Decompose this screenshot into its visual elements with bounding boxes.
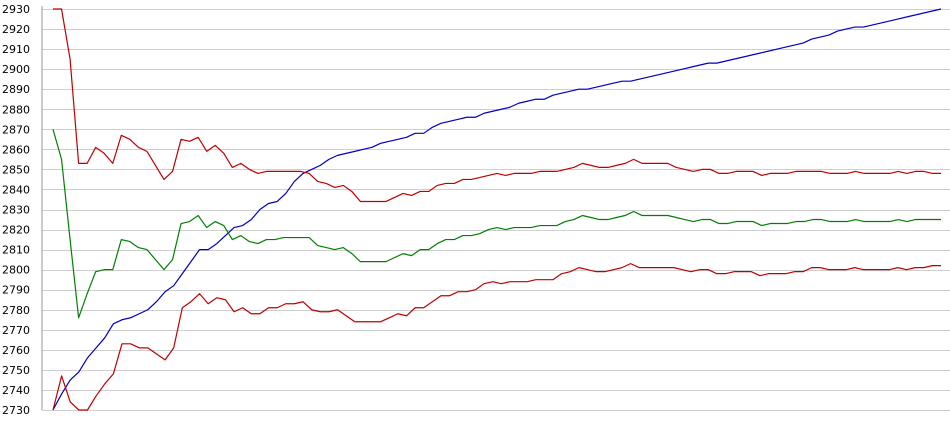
y-tick-label: 2860 (2, 143, 30, 156)
y-tick-label: 2900 (2, 63, 30, 76)
y-tick-label: 2890 (2, 83, 30, 96)
y-tick-label: 2750 (2, 364, 30, 377)
y-tick-label: 2740 (2, 384, 30, 397)
y-tick-label: 2870 (2, 123, 30, 136)
y-tick-label: 2790 (2, 284, 30, 297)
series-line-2 (53, 8, 941, 203)
series-line-4 (52, 263, 941, 411)
series-line-3 (52, 129, 941, 319)
gridlines (42, 9, 950, 411)
y-tick-label: 2730 (2, 404, 30, 417)
y-tick-label: 2810 (2, 244, 30, 257)
series-line-1 (52, 8, 942, 411)
y-tick-label: 2930 (2, 3, 30, 16)
y-tick-label: 2910 (2, 43, 30, 56)
y-tick-label: 2920 (2, 23, 30, 36)
y-tick-label: 2770 (2, 324, 30, 337)
y-tick-label: 2780 (2, 304, 30, 317)
y-tick-label: 2850 (2, 163, 30, 176)
y-tick-label: 2830 (2, 204, 30, 217)
y-tick-label: 2840 (2, 183, 30, 196)
y-tick-label: 2820 (2, 224, 30, 237)
y-tick-label: 2880 (2, 103, 30, 116)
series-lines (52, 8, 942, 411)
y-tick-label: 2760 (2, 344, 30, 357)
y-axis-tick-labels: 2730 2740 2750 2760 2770 2780 2790 2800 2810 2820… (2, 3, 30, 417)
y-tick-label: 2800 (2, 264, 30, 277)
